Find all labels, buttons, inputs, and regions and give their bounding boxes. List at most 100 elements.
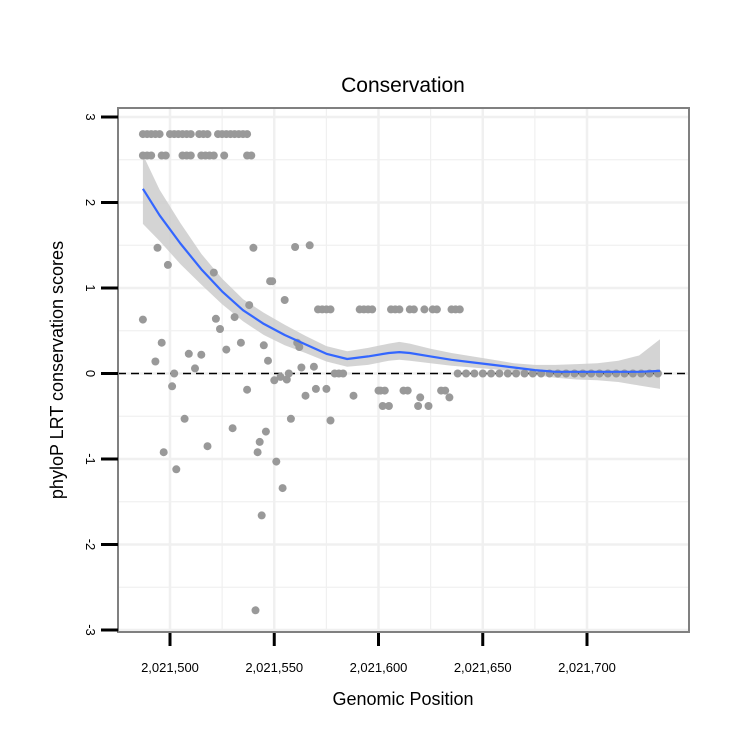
x-axis-label: Genomic Position [332, 689, 473, 709]
data-point [236, 338, 245, 347]
data-point [503, 369, 512, 378]
x-tick-label: 2,021,500 [141, 660, 199, 675]
data-point [487, 369, 496, 378]
data-point [311, 384, 320, 393]
data-point [424, 402, 433, 410]
data-point [339, 369, 348, 378]
data-point [186, 151, 195, 160]
x-axis-ticks: 2,021,500 2,021,550 2,021,600 2,021,650 2,02… [141, 633, 616, 675]
data-point [163, 260, 172, 269]
data-point [280, 296, 289, 304]
data-point [247, 151, 256, 160]
data-point [268, 277, 277, 286]
data-point [326, 305, 335, 314]
x-tick-label: 2,021,550 [245, 660, 303, 675]
data-point [159, 448, 168, 457]
data-point [180, 414, 189, 423]
data-point [245, 301, 254, 310]
data-point [309, 362, 318, 371]
data-point [243, 130, 252, 139]
smooth-fit-line [141, 188, 661, 373]
data-point [243, 385, 252, 394]
data-point [291, 243, 300, 251]
data-point [512, 369, 521, 378]
data-point [478, 369, 487, 378]
data-point [305, 241, 314, 250]
data-point [380, 386, 389, 395]
x-tick-label: 2,021,650 [454, 660, 512, 675]
data-point [326, 416, 335, 425]
data-point [272, 457, 281, 466]
data-point [416, 393, 425, 402]
data-point [157, 338, 166, 347]
y-axis-ticks: -3 -2 -1 0 1 2 3 [83, 113, 118, 636]
data-point [462, 369, 471, 378]
data-point [264, 356, 272, 365]
data-point [284, 369, 293, 378]
y-tick-label: -3 [83, 624, 98, 636]
data-point [520, 369, 529, 378]
data-point [186, 130, 195, 139]
data-point [216, 325, 224, 333]
data-point [255, 437, 264, 446]
data-point [170, 369, 179, 378]
data-point [147, 151, 156, 160]
data-point [197, 350, 206, 359]
data-point [220, 151, 229, 160]
data-point [470, 369, 479, 378]
data-point [230, 313, 239, 322]
data-point [455, 305, 464, 314]
confidence-band-group [142, 154, 660, 389]
data-point [270, 376, 279, 385]
data-point [155, 130, 164, 139]
data-point [368, 305, 377, 314]
chart-title: Conservation [341, 74, 465, 97]
data-point [278, 484, 287, 493]
y-tick-label: 1 [83, 284, 98, 291]
data-point [441, 386, 450, 395]
y-tick-label: 0 [83, 370, 98, 377]
data-point [301, 391, 310, 400]
data-point [378, 402, 387, 410]
data-point [222, 345, 231, 354]
y-tick-label: 2 [83, 199, 98, 206]
data-point [259, 341, 268, 350]
y-axis-label: phyloP LRT conservation scores [47, 241, 67, 499]
x-tick-label: 2,021,700 [558, 660, 616, 675]
data-point [445, 393, 454, 402]
data-point [191, 364, 199, 373]
data-point [403, 386, 412, 395]
data-point [151, 357, 160, 366]
x-tick-label: 2,021,600 [350, 660, 408, 675]
data-point [172, 465, 181, 474]
data-point [209, 268, 218, 277]
data-point [184, 349, 193, 358]
data-point [495, 369, 504, 378]
data-point [228, 424, 237, 433]
data-point [211, 314, 220, 323]
y-tick-label: 3 [83, 113, 98, 120]
data-point [203, 442, 212, 451]
y-tick-label: -1 [83, 453, 98, 465]
data-point [253, 448, 262, 457]
data-point [409, 305, 418, 314]
smooth-line-group [141, 188, 661, 373]
data-point [153, 243, 162, 252]
data-point [395, 305, 404, 314]
data-point [261, 427, 270, 436]
data-point [432, 305, 441, 314]
data-point [138, 315, 147, 324]
data-point [528, 369, 537, 378]
data-point [322, 384, 331, 393]
data-point [203, 130, 212, 139]
data-point [251, 606, 260, 615]
data-point [420, 305, 429, 314]
data-point [349, 391, 358, 400]
data-point [168, 382, 177, 391]
data-point [161, 151, 170, 160]
data-point [249, 243, 258, 252]
data-point [286, 414, 295, 423]
data-point [297, 363, 306, 372]
confidence-band [142, 154, 660, 389]
